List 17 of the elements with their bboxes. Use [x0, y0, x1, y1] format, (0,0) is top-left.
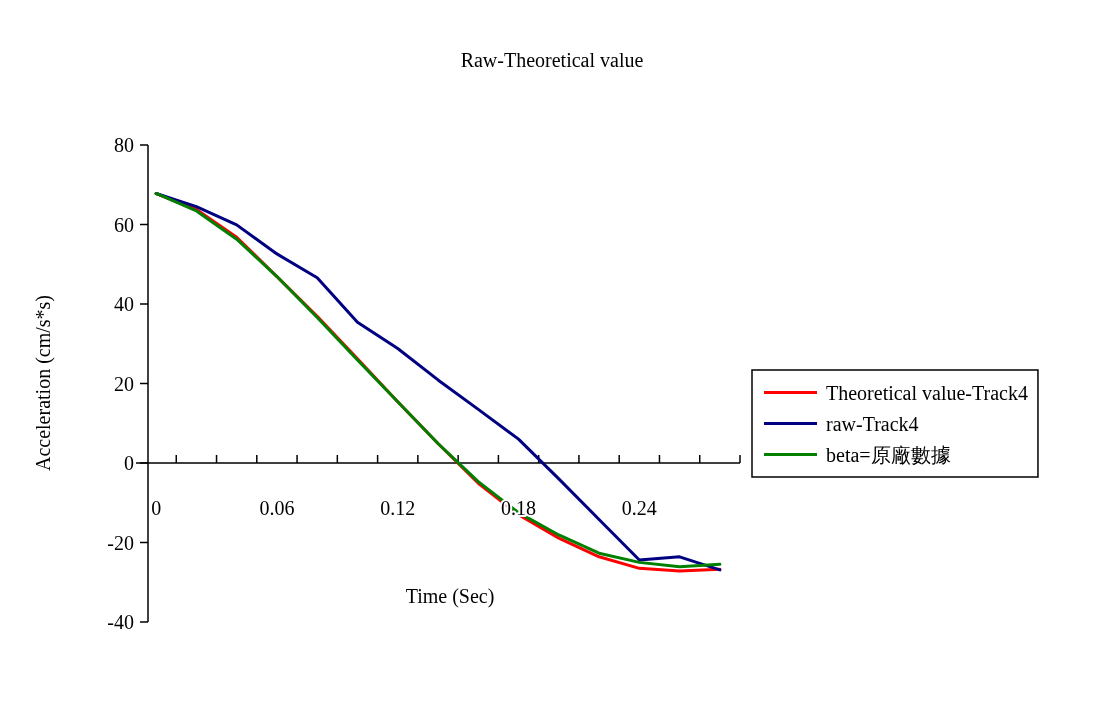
y-axis-title: Acceleration (cm/s*s)	[32, 294, 55, 472]
y-tick-label: -40	[107, 611, 134, 633]
y-tick-label: 20	[114, 372, 134, 395]
x-tick-label: 0.06	[259, 497, 295, 519]
y-tick-label: 0	[124, 452, 134, 474]
legend-label: beta=原廠數據	[826, 443, 951, 466]
y-tick-label: 40	[114, 293, 134, 315]
y-tick-label: 80	[114, 134, 134, 156]
legend-label: Theoretical value-Track4	[826, 381, 1028, 404]
x-tick-label: 0	[151, 497, 162, 519]
chart-title: Raw-Theoretical value	[460, 49, 644, 71]
y-tick-label: -20	[107, 531, 134, 554]
legend-label: raw-Track4	[826, 412, 919, 435]
x-tick-label: 0.24	[621, 497, 657, 519]
y-tick-label: 60	[114, 213, 134, 236]
x-tick-label: 0.12	[380, 497, 416, 519]
x-axis-title: Time (Sec)	[405, 585, 495, 608]
